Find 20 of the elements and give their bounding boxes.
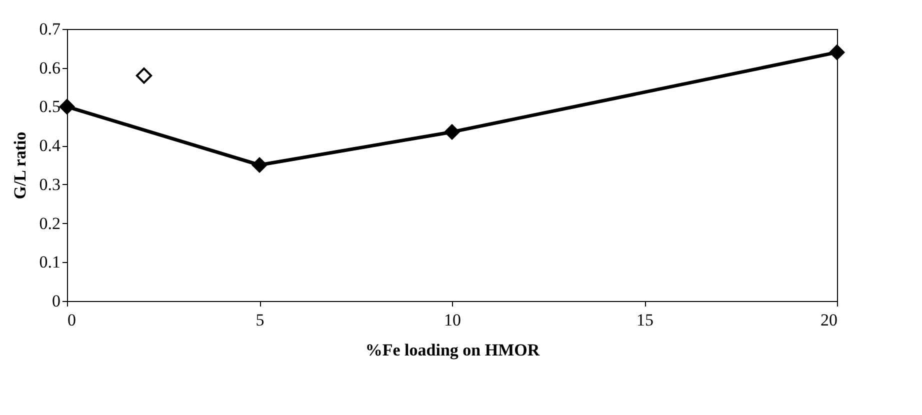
y-tick-label: 0.6 — [39, 58, 60, 78]
point — [828, 44, 846, 60]
x-tick-label: 10 — [444, 310, 461, 330]
x-tick-label: 20 — [820, 310, 838, 330]
x-tick-label: 15 — [636, 310, 654, 330]
y-tick-label: 0.3 — [39, 174, 60, 194]
y-tick-label: 0.1 — [39, 252, 60, 272]
y-axis-title: G/L ratio — [10, 132, 30, 200]
y-tick-label: 0.7 — [39, 20, 61, 38]
x-axis-title: %Fe loading on HMOR — [365, 340, 540, 360]
x-tick-label: 5 — [256, 310, 264, 330]
point — [136, 68, 152, 84]
y-tick-label: 0.5 — [39, 97, 60, 116]
x-tick-label: 0 — [68, 310, 76, 330]
y-tick-label: 0.4 — [39, 136, 61, 156]
point — [58, 98, 76, 115]
y-tick-label: 0.2 — [39, 214, 60, 233]
point — [251, 156, 268, 174]
point — [444, 124, 460, 140]
y-tick-label: 0 — [52, 292, 60, 310]
